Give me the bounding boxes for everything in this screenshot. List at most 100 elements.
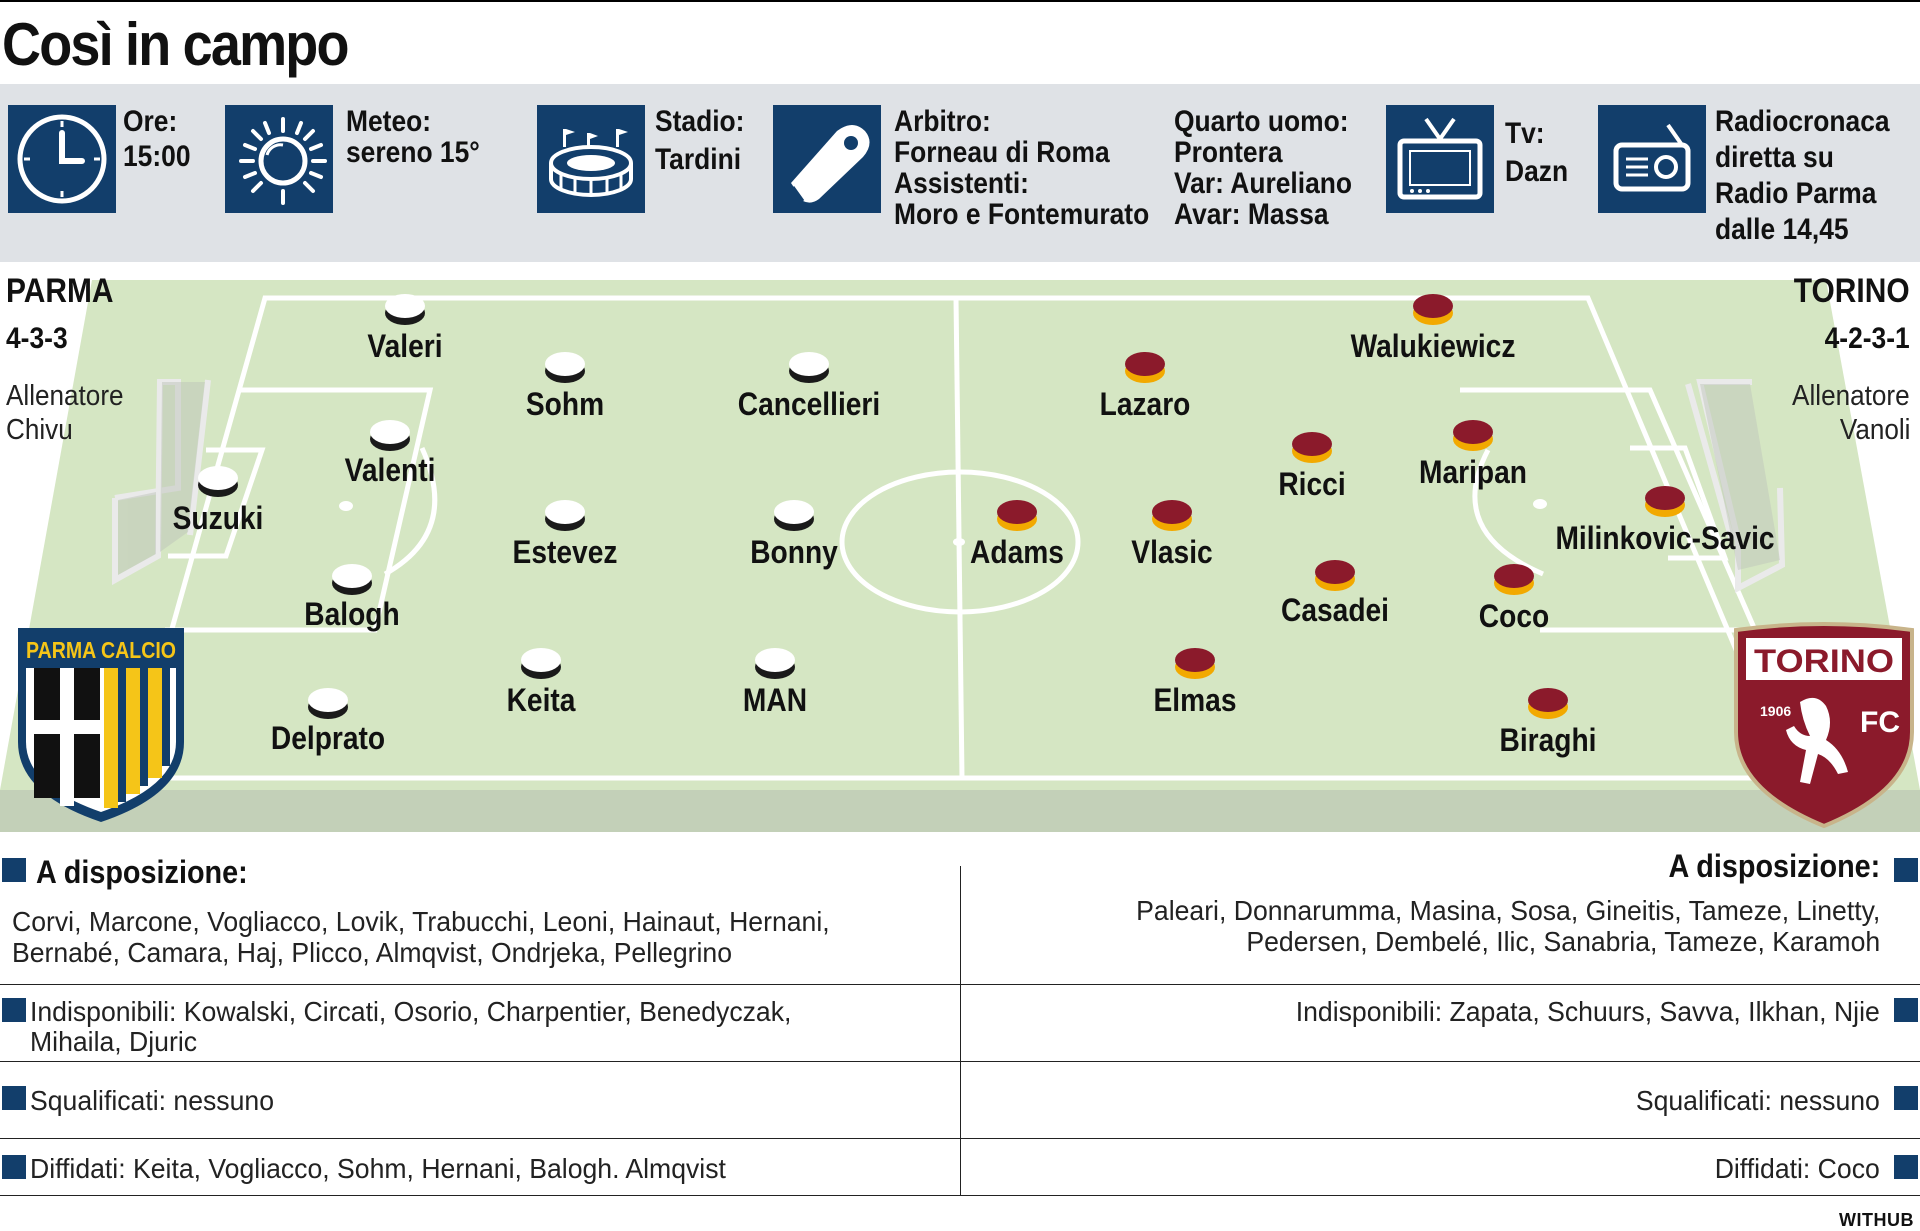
player-away-6: Casadei [1280,592,1390,628]
away-suspended: Squalificati: nessuno [1636,1085,1880,1116]
radio-line-4: dalle 14,45 [1715,213,1849,246]
fourth-official-label: Quarto uomo: [1174,105,1349,138]
row-separator [0,1195,1920,1196]
home-warned: Diffidati: Keita, Vogliacco, Sohm, Herna… [30,1153,726,1184]
player-home-1: Valeri [367,328,443,364]
away-player-marker-2 [1453,420,1493,451]
radio-line-1: Radiocronaca [1715,105,1890,138]
away-coach-label: Allenatore [1792,380,1910,412]
away-unavailable-marker [1894,998,1918,1022]
tv-value: Dazn [1505,155,1569,188]
home-unavailable-1: Indisponibili: Kowalski, Circati, Osorio… [30,996,792,1027]
player-markers [198,294,1685,719]
row-separator [0,984,1920,985]
avar-official: Avar: Massa [1174,198,1329,231]
player-away-0: Milinkovic-Savic [1555,520,1775,556]
stadium-label: Stadio: [655,105,745,138]
away-coach: Vanoli [1839,414,1910,446]
home-bench-marker [2,858,26,882]
row-separator [0,1061,1920,1062]
weather-label: Meteo: [346,105,432,138]
radio-line-2: diretta su [1715,141,1834,174]
football-pitch [0,280,1920,832]
player-away-10: Adams [970,534,1064,570]
away-bench-list-1: Paleari, Donnarumma, Masina, Sosa, Ginei… [1135,895,1880,926]
home-player-marker-4 [308,688,348,719]
pitch-edge [0,790,1920,832]
radio-icon [1598,105,1706,213]
player-home-7: Keita [506,682,576,718]
away-bench-list-2: Pedersen, Dembelé, Ilic, Sanabria, Tamez… [1246,926,1880,957]
home-bench-list-2: Bernabé, Camara, Haj, Plicco, Almqvist, … [12,937,732,968]
away-bench-marker [1894,858,1918,882]
home-player-marker-8 [789,352,829,383]
away-player-marker-5 [1292,432,1332,463]
home-player-marker-0 [198,466,238,497]
away-bench-heading: A disposizione: [1668,848,1880,884]
torino-crest-logo: TORINO 1906 FC [1734,622,1914,829]
home-player-marker-7 [521,648,561,679]
player-away-4: Biraghi [1499,722,1597,758]
player-home-3: Balogh [304,596,400,632]
parma-crest-stripes [34,668,170,808]
player-home-2: Valenti [344,452,436,488]
fourth-official-value: Prontera [1174,136,1283,169]
home-coach: Chivu [6,414,73,446]
away-team-name: TORINO [1794,272,1910,310]
away-player-marker-1 [1413,294,1453,325]
whistle-icon [773,105,881,213]
home-suspended-marker [2,1086,26,1110]
away-player-marker-3 [1494,564,1534,595]
away-suspended-marker [1894,1086,1918,1110]
home-player-marker-1 [385,294,425,325]
pitch-spots [339,499,1547,546]
top-rule [0,0,1920,2]
tv-icon [1386,105,1494,213]
page-title: Così in campo [2,11,349,78]
away-player-marker-10 [997,500,1037,531]
home-formation: 4-3-3 [6,322,68,355]
player-home-6: Estevez [512,534,618,570]
home-player-marker-6 [545,500,585,531]
away-warned-marker [1894,1155,1918,1179]
player-away-8: Vlasic [1131,534,1213,570]
home-team-name: PARMA [6,272,114,310]
parma-crest-logo: PARMA CALCIO [18,628,184,822]
player-home-9: Bonny [750,534,838,570]
var-official: Var: Aureliano [1174,167,1353,200]
player-home-5: Sohm [525,386,605,422]
table-center-divider [960,866,961,1196]
player-home-8: Cancellieri [737,386,881,422]
sun-icon [225,105,333,213]
torino-crest-fc: FC [1860,706,1900,739]
home-unavailable-marker [2,998,26,1022]
assistants-value: Moro e Fontemurato [894,198,1150,231]
radio-line-3: Radio Parma [1715,177,1877,210]
stadium-icon [537,105,645,213]
torino-crest-year: 1906 [1760,703,1791,719]
home-bench-list-1: Corvi, Marcone, Vogliacco, Lovik, Trabuc… [12,906,830,937]
home-suspended: Squalificati: nessuno [30,1085,274,1116]
player-away-2: Maripan [1419,454,1527,490]
home-player-marker-10 [755,648,795,679]
away-player-marker-7 [1125,352,1165,383]
home-coach-label: Allenatore [6,380,124,412]
torino-crest-text: TORINO [1754,643,1894,679]
row-separator [0,1138,1920,1139]
home-bench-heading: A disposizione: [36,854,248,890]
home-player-marker-9 [774,500,814,531]
home-player-marker-5 [545,352,585,383]
player-away-3: Coco [1478,598,1550,634]
away-player-marker-6 [1315,560,1355,591]
home-warned-marker [2,1155,26,1179]
away-warned: Diffidati: Coco [1714,1153,1880,1184]
player-away-1: Walukiewicz [1350,328,1516,364]
stadium-value: Tardini [655,143,742,176]
assistants-label: Assistenti: [894,167,1029,200]
player-home-10: MAN [742,682,808,718]
player-away-9: Elmas [1153,682,1237,718]
referee-label: Arbitro: [894,105,991,138]
player-home-4: Delprato [270,720,386,756]
credit: WITHUB [1839,1210,1914,1230]
player-home-0: Suzuki [172,500,264,536]
